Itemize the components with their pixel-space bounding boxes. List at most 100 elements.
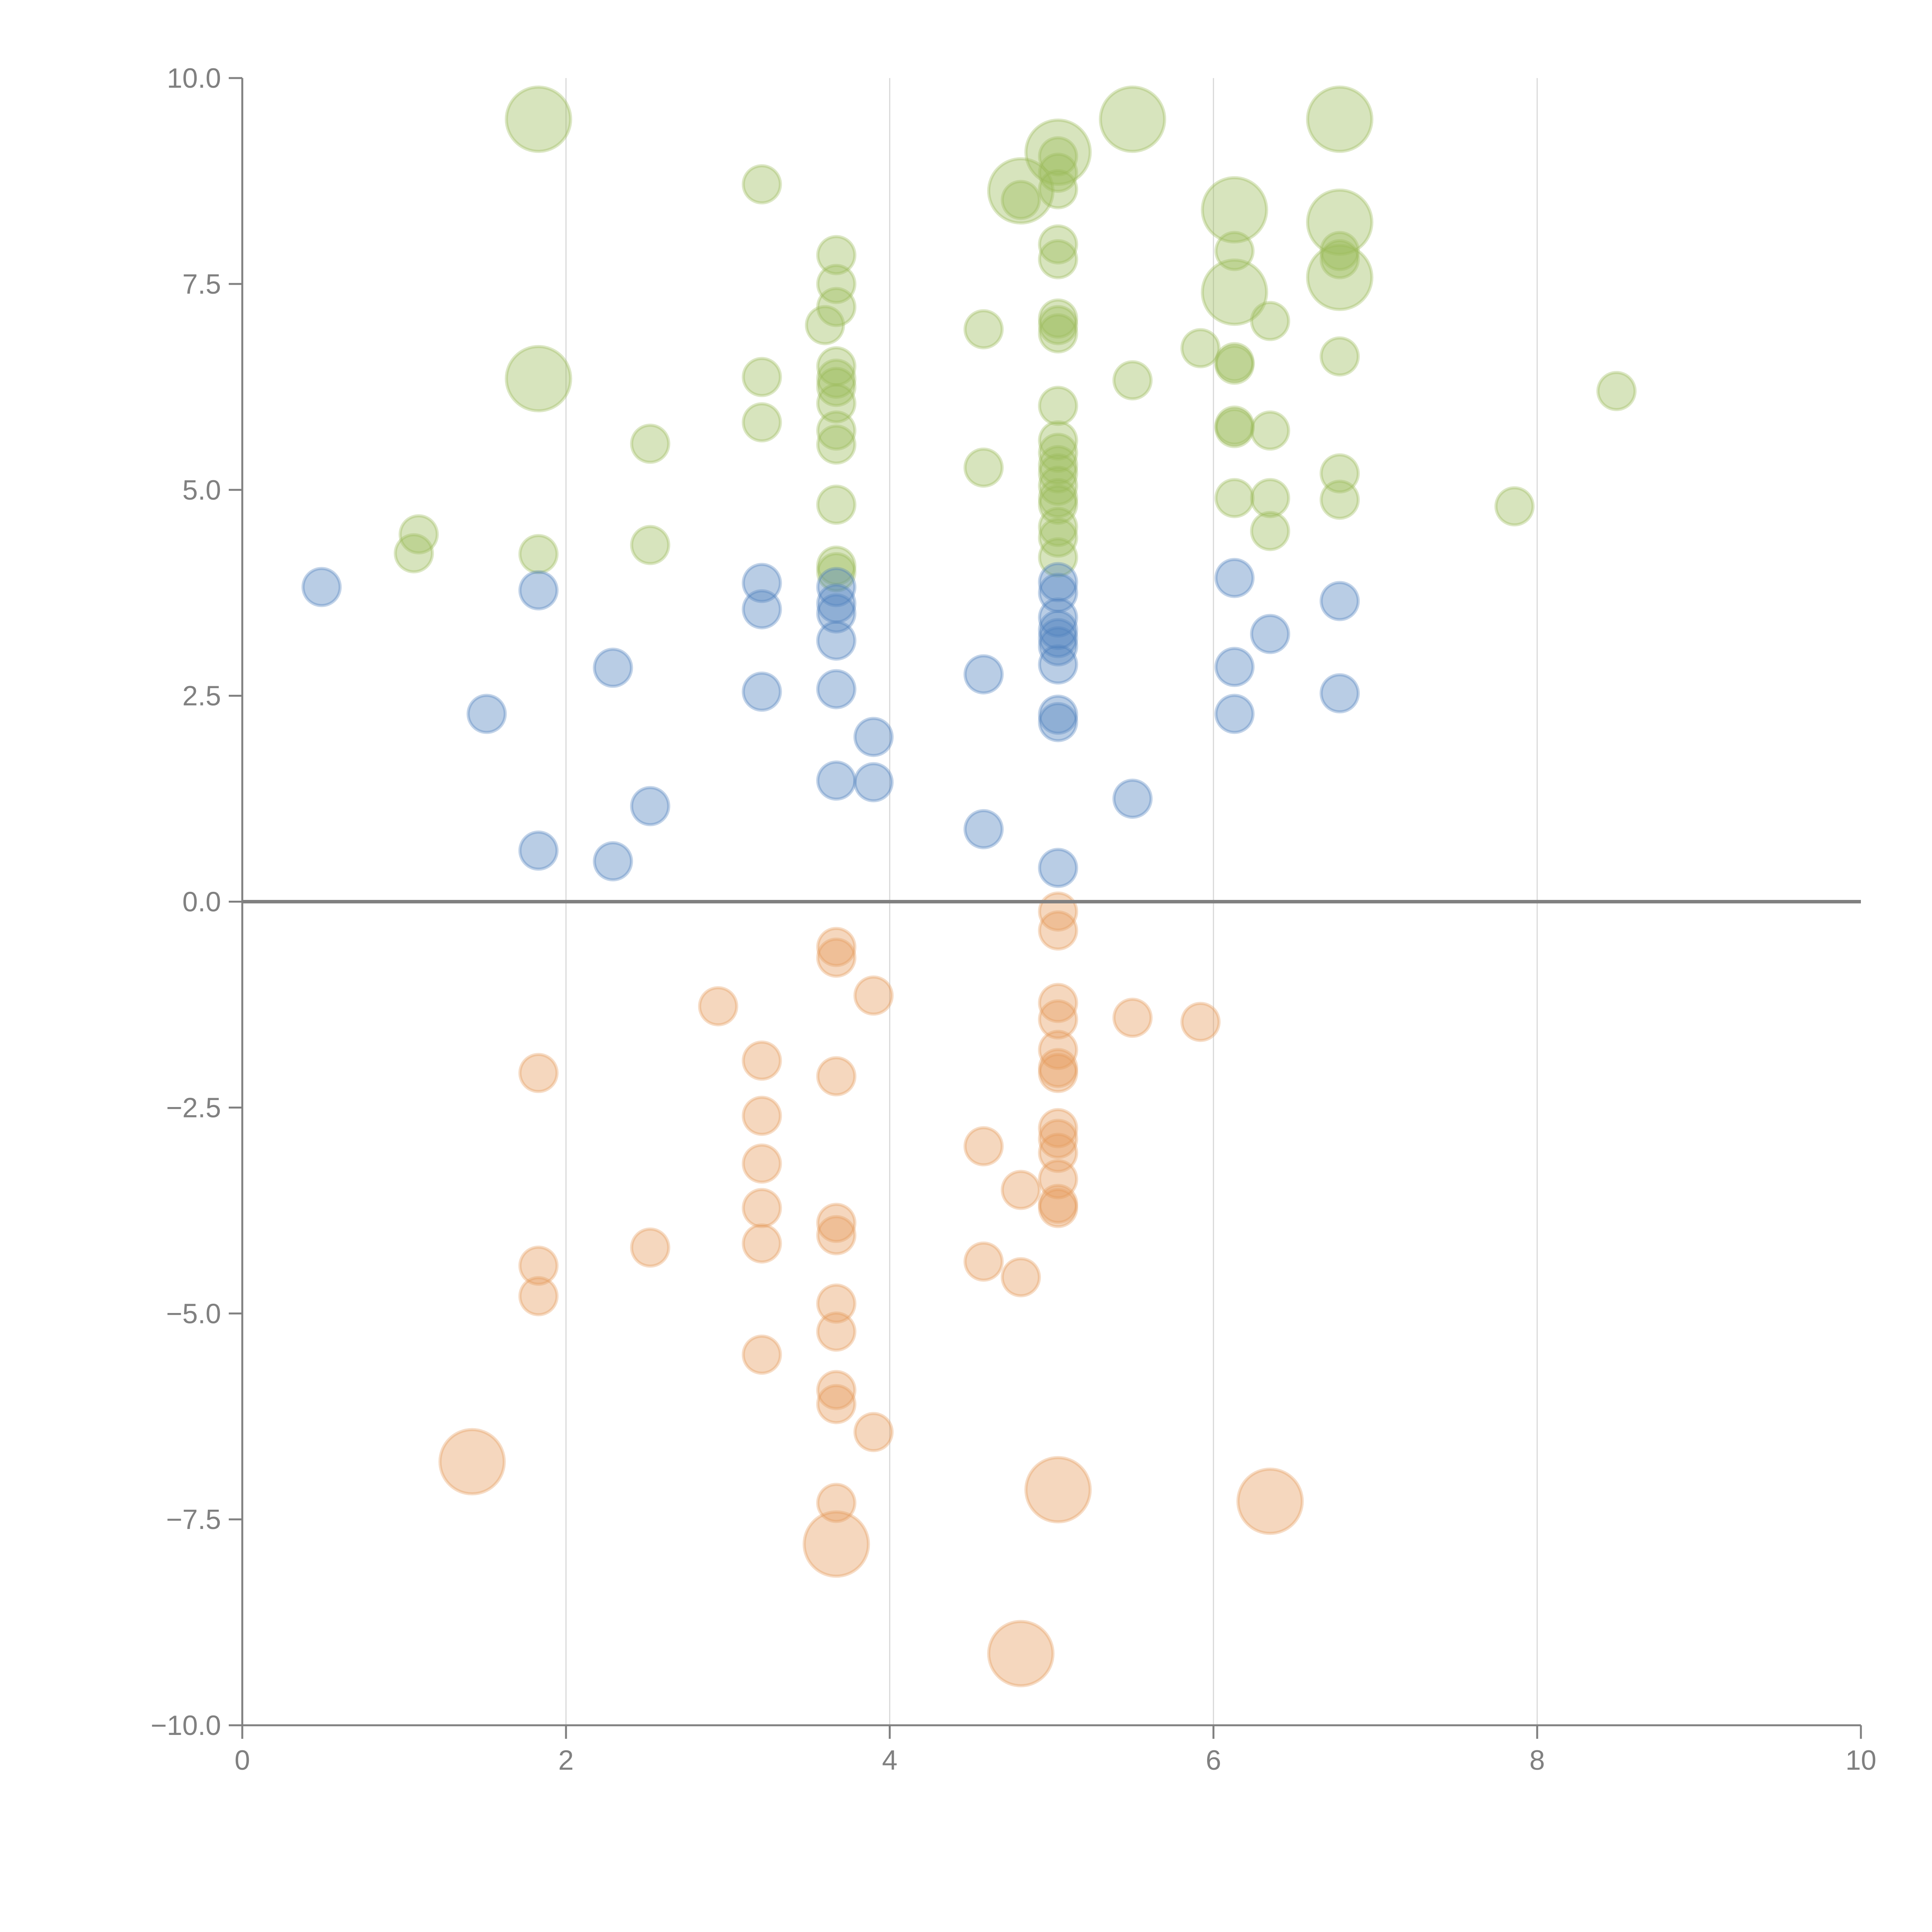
bubble-green bbox=[1214, 405, 1255, 446]
bubble-green bbox=[816, 424, 857, 465]
bubble-green bbox=[630, 525, 670, 565]
bubble-orange bbox=[1038, 1108, 1078, 1148]
bubble-green bbox=[1250, 410, 1291, 451]
bubble-blue bbox=[1038, 573, 1078, 613]
bubble-green bbox=[1024, 118, 1092, 186]
bubble-orange bbox=[742, 1143, 782, 1184]
bubble-green bbox=[816, 358, 857, 399]
bubble-orange bbox=[963, 1241, 1004, 1282]
bubble-blue bbox=[518, 830, 559, 871]
bubble-orange bbox=[1038, 1184, 1078, 1224]
bubble-orange bbox=[1024, 1456, 1092, 1524]
bubble-green bbox=[1306, 188, 1374, 256]
bubble-blue bbox=[1214, 694, 1255, 734]
bubble-blue bbox=[1320, 673, 1360, 714]
bubble-green bbox=[1320, 239, 1360, 279]
bubble-green bbox=[1099, 85, 1167, 153]
y-tick-label: 2.5 bbox=[182, 681, 221, 712]
bubble-green bbox=[1306, 85, 1374, 153]
bubble-orange bbox=[963, 1126, 1004, 1167]
bubble-green bbox=[398, 514, 439, 554]
bubble-green bbox=[1201, 176, 1268, 244]
bubble-green bbox=[816, 545, 857, 586]
bubble-green bbox=[816, 367, 857, 407]
bubble-green bbox=[816, 264, 857, 304]
bubble-orange bbox=[742, 1223, 782, 1264]
y-tick-label: 7.5 bbox=[182, 269, 221, 300]
bubble-orange bbox=[1038, 910, 1078, 951]
bubble-green bbox=[1320, 453, 1360, 494]
bubble-green bbox=[1112, 360, 1153, 401]
bubble-orange bbox=[1038, 1133, 1078, 1173]
bubble-blue bbox=[816, 567, 857, 607]
bubble-orange bbox=[816, 1384, 857, 1424]
bubble-green bbox=[816, 287, 857, 327]
bubble-layer bbox=[301, 85, 1637, 1687]
bubble-green bbox=[816, 235, 857, 276]
bubble-green bbox=[1038, 386, 1078, 426]
bubble-orange bbox=[518, 1276, 559, 1316]
bubble-blue bbox=[1038, 610, 1078, 650]
bubble-blue bbox=[518, 570, 559, 611]
bubble-green bbox=[816, 552, 857, 592]
bubble-green bbox=[1306, 243, 1374, 311]
bubble-green bbox=[1038, 224, 1078, 265]
bubble-green bbox=[1038, 517, 1078, 558]
bubble-green bbox=[1038, 169, 1078, 209]
bubble-orange bbox=[816, 927, 857, 967]
bubble-blue bbox=[1250, 614, 1291, 654]
bubble-orange bbox=[1000, 1257, 1041, 1298]
bubble-blue bbox=[1038, 597, 1078, 638]
y-tick-label: 10.0 bbox=[167, 63, 221, 94]
bubble-green bbox=[1038, 313, 1078, 354]
bubble-blue bbox=[1038, 848, 1078, 888]
bubble-green bbox=[1494, 486, 1535, 527]
bubble-green bbox=[630, 423, 670, 464]
bubble-green bbox=[1038, 478, 1078, 519]
bubble-green bbox=[1038, 537, 1078, 578]
bubble-blue bbox=[1112, 779, 1153, 819]
y-tick-label: −5.0 bbox=[166, 1298, 221, 1329]
y-tick-label: 0.0 bbox=[182, 887, 221, 918]
bubble-orange bbox=[742, 1188, 782, 1228]
bubble-blue bbox=[1038, 562, 1078, 602]
bubble-blue bbox=[853, 762, 894, 803]
bubble-blue bbox=[630, 786, 670, 827]
bubble-orange bbox=[816, 1370, 857, 1410]
series-orange bbox=[438, 891, 1304, 1687]
y-tick-label: −10.0 bbox=[151, 1710, 221, 1741]
bubble-orange bbox=[518, 1245, 559, 1286]
bubble-green bbox=[1596, 371, 1637, 411]
bubble-green bbox=[742, 164, 782, 204]
bubble-blue bbox=[963, 809, 1004, 849]
bubble-green bbox=[1038, 239, 1078, 279]
bubble-green bbox=[505, 85, 572, 153]
bubble-green bbox=[518, 534, 559, 575]
bubble-orange bbox=[1038, 983, 1078, 1023]
bubble-orange bbox=[698, 986, 738, 1027]
x-tick-label: 0 bbox=[235, 1745, 250, 1776]
bubble-green bbox=[394, 533, 434, 573]
bubble-orange bbox=[987, 1620, 1055, 1687]
bubble-green bbox=[1038, 136, 1078, 177]
bubble-blue bbox=[1038, 644, 1078, 685]
bubble-green bbox=[1250, 301, 1291, 341]
bubble-green bbox=[1038, 298, 1078, 339]
bubble-orange bbox=[1112, 998, 1153, 1038]
bubble-blue bbox=[1320, 581, 1360, 621]
bubble-blue bbox=[301, 567, 342, 607]
bubble-green bbox=[963, 309, 1004, 350]
bubble-orange bbox=[853, 1412, 894, 1452]
x-tick-label: 10 bbox=[1845, 1745, 1876, 1776]
bubble-orange bbox=[518, 1053, 559, 1093]
bubble-green bbox=[1250, 478, 1291, 519]
bubble-blue bbox=[853, 717, 894, 757]
bubble-orange bbox=[816, 1202, 857, 1243]
bubble-green bbox=[963, 447, 1004, 488]
x-tick-label: 8 bbox=[1529, 1745, 1545, 1776]
bubble-orange bbox=[1180, 1002, 1221, 1042]
bubble-blue bbox=[963, 654, 1004, 695]
bubble-blue bbox=[816, 583, 857, 624]
bubble-orange bbox=[1038, 1048, 1078, 1088]
bubble-green bbox=[1038, 485, 1078, 525]
